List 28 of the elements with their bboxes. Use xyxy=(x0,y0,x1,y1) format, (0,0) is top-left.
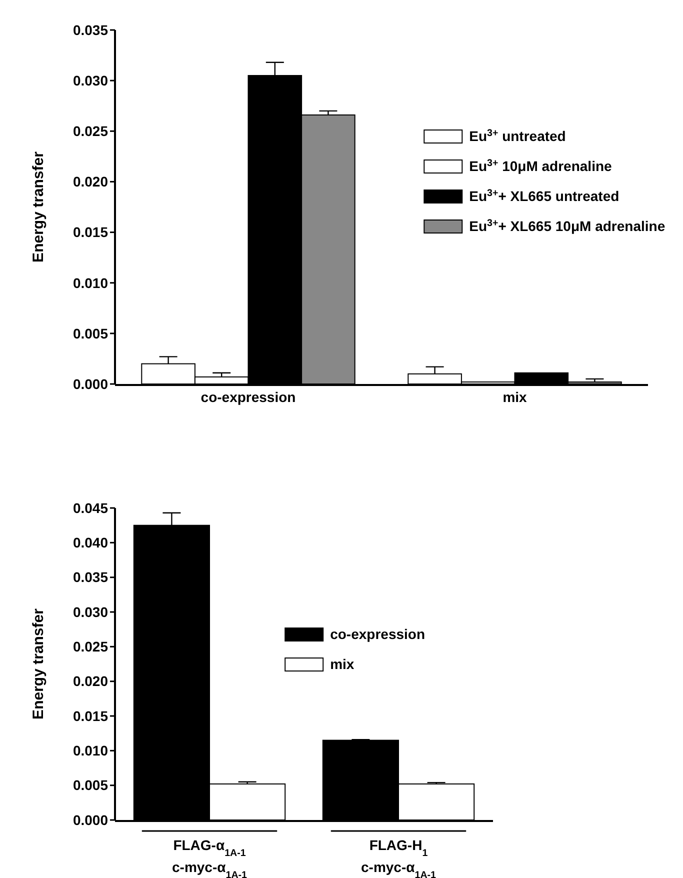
y-axis-title: Energy transfer xyxy=(30,151,47,262)
y-tick-label: 0.015 xyxy=(72,224,108,240)
legend-label: co-expression xyxy=(330,626,426,642)
y-tick-label: 0.035 xyxy=(72,22,108,38)
y-tick-label: 0.020 xyxy=(72,673,108,690)
legend-label: Eu$^{3+}$ 10μM adrenaline xyxy=(469,158,612,174)
legend-label: mix xyxy=(330,656,354,672)
x-tick-label: FLAG-H$_{1}$ c-myc-α$_{1A-1}$ xyxy=(361,837,437,878)
y-tick-label: 0.030 xyxy=(72,72,108,88)
x-tick-label: FLAG-α$_{1A-1}$ c-myc-α$_{1A-1}$ xyxy=(172,837,248,878)
y-tick-label: 0.025 xyxy=(72,638,108,655)
legend-label: Eu$^{3+}$ untreated xyxy=(469,128,566,144)
y-tick-label: 0.020 xyxy=(72,174,108,190)
y-tick-label: 0.005 xyxy=(72,325,108,342)
y-tick-label: 0.010 xyxy=(72,274,108,291)
legend-label: Eu$^{3+}$+ XL665 10μM adrenaline xyxy=(469,218,666,234)
y-tick-label: 0.040 xyxy=(72,534,108,551)
y-tick-label: 0.030 xyxy=(72,604,108,620)
y-tick-label: 0.000 xyxy=(72,812,108,828)
y-tick-label: 0.045 xyxy=(72,500,108,516)
legend-label: Eu$^{3+}$+ XL665 untreated xyxy=(469,188,620,204)
y-tick-label: 0.015 xyxy=(72,708,108,724)
y-tick-label: 0.035 xyxy=(72,569,108,586)
y-tick-label: 0.000 xyxy=(72,376,108,392)
y-axis-title: Energy transfer xyxy=(30,608,47,720)
y-tick-label: 0.005 xyxy=(72,777,108,794)
y-tick-label: 0.025 xyxy=(72,123,108,140)
y-tick-label: 0.010 xyxy=(72,742,108,759)
